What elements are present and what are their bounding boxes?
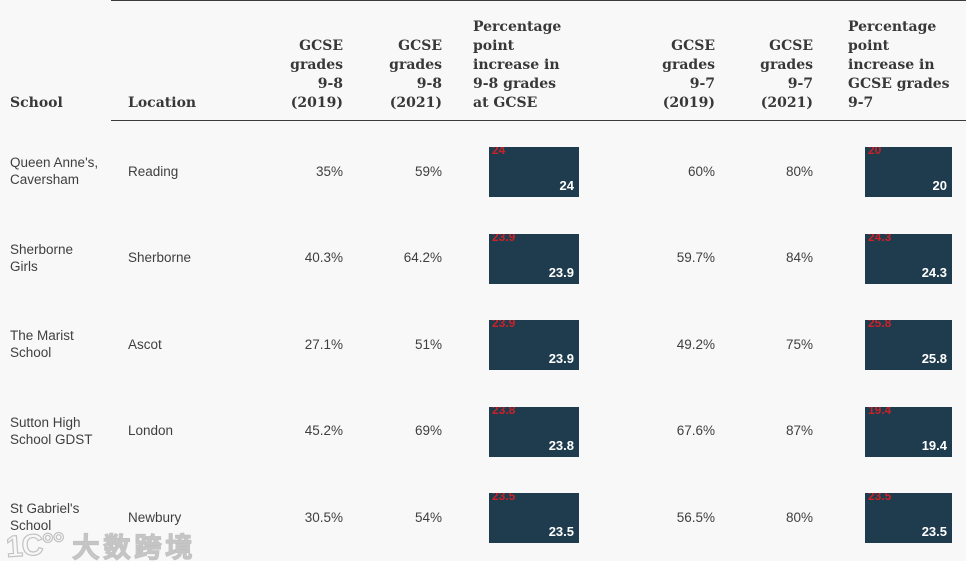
bar-value-bottom-label: 23.9 (548, 264, 574, 280)
school-name: The Marist School (10, 328, 74, 361)
table-header-row: School Location GCSE grades 9-8 (2019) G… (0, 0, 966, 120)
pp-increase-9-8-cell: 24 24 (442, 147, 589, 198)
increase-bar-9-8: 23.5 23.5 (489, 493, 579, 544)
g97-2021-value: 75% (785, 336, 813, 352)
pp-increase-9-7-cell: 25.8 25.8 (813, 320, 966, 371)
table-row: Sutton High School GDST London 45.2% 69%… (0, 389, 966, 476)
bar-value-bottom-label: 20 (932, 178, 947, 193)
bar-value-top-label: 25.8 (868, 320, 892, 331)
pp-increase-9-8-cell: 23.8 23.8 (442, 406, 589, 457)
bar-value-bottom-label: 23.5 (921, 524, 947, 539)
bar-value-bottom-label: 23.5 (548, 524, 574, 539)
table-body: Queen Anne's, Caversham Reading 35% 59% … (0, 129, 966, 561)
location-value: Newbury (128, 509, 182, 525)
g98-2019-value: 45.2% (304, 423, 343, 439)
school-name: Queen Anne's, Caversham (10, 155, 99, 188)
g97-2021-value: 80% (785, 509, 813, 525)
pp-increase-9-8-cell: 23.9 23.9 (442, 233, 589, 284)
g98-2019-value: 30.5% (304, 509, 343, 525)
g98-2019-value: 35% (315, 163, 343, 179)
g98-2021-value: 64.2% (403, 250, 442, 266)
g97-2021-value: 84% (785, 250, 813, 266)
location-value: London (128, 423, 174, 439)
increase-bar-9-8: 23.9 23.9 (489, 233, 579, 284)
bar-value-bottom-label: 25.8 (921, 351, 947, 366)
column-header-g98-2021: GCSE grades 9-8 (2021) (389, 38, 442, 111)
bar-value-top-label: 19.4 (868, 406, 892, 417)
bar-value-bottom-label: 24.3 (921, 264, 947, 280)
bar-value-bottom-label: 23.8 (548, 437, 574, 453)
increase-bar-9-8: 23.8 23.8 (489, 406, 579, 457)
g98-2021-value: 59% (414, 163, 442, 179)
increase-bar-9-7: 24.3 24.3 (865, 233, 952, 284)
increase-bar-9-7: 23.5 23.5 (865, 493, 952, 544)
table-row: Queen Anne's, Caversham Reading 35% 59% … (0, 129, 966, 216)
bar-value-top-label: 23.9 (492, 320, 516, 331)
increase-bar-9-7: 20 20 (865, 147, 952, 198)
pp-increase-9-7-cell: 23.5 23.5 (813, 493, 966, 544)
bar-value-top-label: 20 (868, 147, 882, 158)
pp-increase-9-7-cell: 20 20 (813, 147, 966, 198)
bar-value-bottom-label: 23.9 (548, 351, 574, 366)
school-name: Sherborne Girls (10, 241, 74, 274)
increase-bar-9-7: 25.8 25.8 (865, 320, 952, 371)
location-value: Reading (128, 163, 179, 179)
table-top-rule (111, 0, 966, 1)
increase-bar-9-8: 24 24 (489, 147, 579, 198)
pp-increase-9-8-cell: 23.5 23.5 (442, 493, 589, 544)
column-header-g97-2019: GCSE grades 9-7 (2019) (662, 38, 715, 111)
table-row: St Gabriel's School Newbury 30.5% 54% 23… (0, 475, 966, 561)
pp-increase-9-8-cell: 23.9 23.9 (442, 320, 589, 371)
g97-2019-value: 56.5% (676, 509, 715, 525)
table-row: Sherborne Girls Sherborne 40.3% 64.2% 23… (0, 216, 966, 303)
bar-value-top-label: 24 (492, 147, 506, 158)
g97-2021-value: 87% (785, 423, 813, 439)
g98-2021-value: 54% (414, 509, 442, 525)
column-header-school: School (10, 95, 63, 111)
pp-increase-9-7-cell: 19.4 19.4 (813, 406, 966, 457)
pp-increase-9-7-cell: 24.3 24.3 (813, 233, 966, 284)
bar-value-top-label: 23.5 (492, 493, 516, 504)
g97-2019-value: 60% (687, 163, 715, 179)
g97-2019-value: 67.6% (676, 423, 715, 439)
table-row: The Marist School Ascot 27.1% 51% 23.9 2… (0, 302, 966, 389)
location-value: Sherborne (128, 250, 192, 266)
increase-bar-9-8: 23.9 23.9 (489, 320, 579, 371)
g98-2019-value: 40.3% (304, 250, 343, 266)
bar-value-bottom-label: 24 (559, 178, 574, 193)
g97-2019-value: 49.2% (676, 336, 715, 352)
g98-2021-value: 51% (414, 336, 442, 352)
column-header-location: Location (128, 95, 197, 111)
g97-2019-value: 59.7% (676, 250, 715, 266)
bar-value-bottom-label: 19.4 (921, 437, 947, 453)
bar-value-top-label: 23.5 (868, 493, 892, 504)
g98-2019-value: 27.1% (304, 336, 343, 352)
bar-value-top-label: 24.3 (868, 233, 892, 244)
header-underline-rule (111, 120, 966, 121)
school-name: Sutton High School GDST (10, 414, 93, 447)
g98-2021-value: 69% (414, 423, 442, 439)
column-header-g98-2019: GCSE grades 9-8 (2019) (290, 38, 343, 111)
column-header-g97-2021: GCSE grades 9-7 (2021) (760, 38, 813, 111)
school-name: St Gabriel's School (10, 501, 80, 534)
g97-2021-value: 80% (785, 163, 813, 179)
location-value: Ascot (128, 336, 162, 352)
column-header-pp-increase-9-7: Percentage point increase in GCSE grades… (848, 19, 950, 111)
bar-value-top-label: 23.9 (492, 233, 516, 244)
bar-value-top-label: 23.8 (492, 406, 516, 417)
increase-bar-9-7: 19.4 19.4 (865, 406, 952, 457)
column-header-pp-increase-9-8: Percentage point increase in 9-8 grades … (473, 19, 562, 111)
